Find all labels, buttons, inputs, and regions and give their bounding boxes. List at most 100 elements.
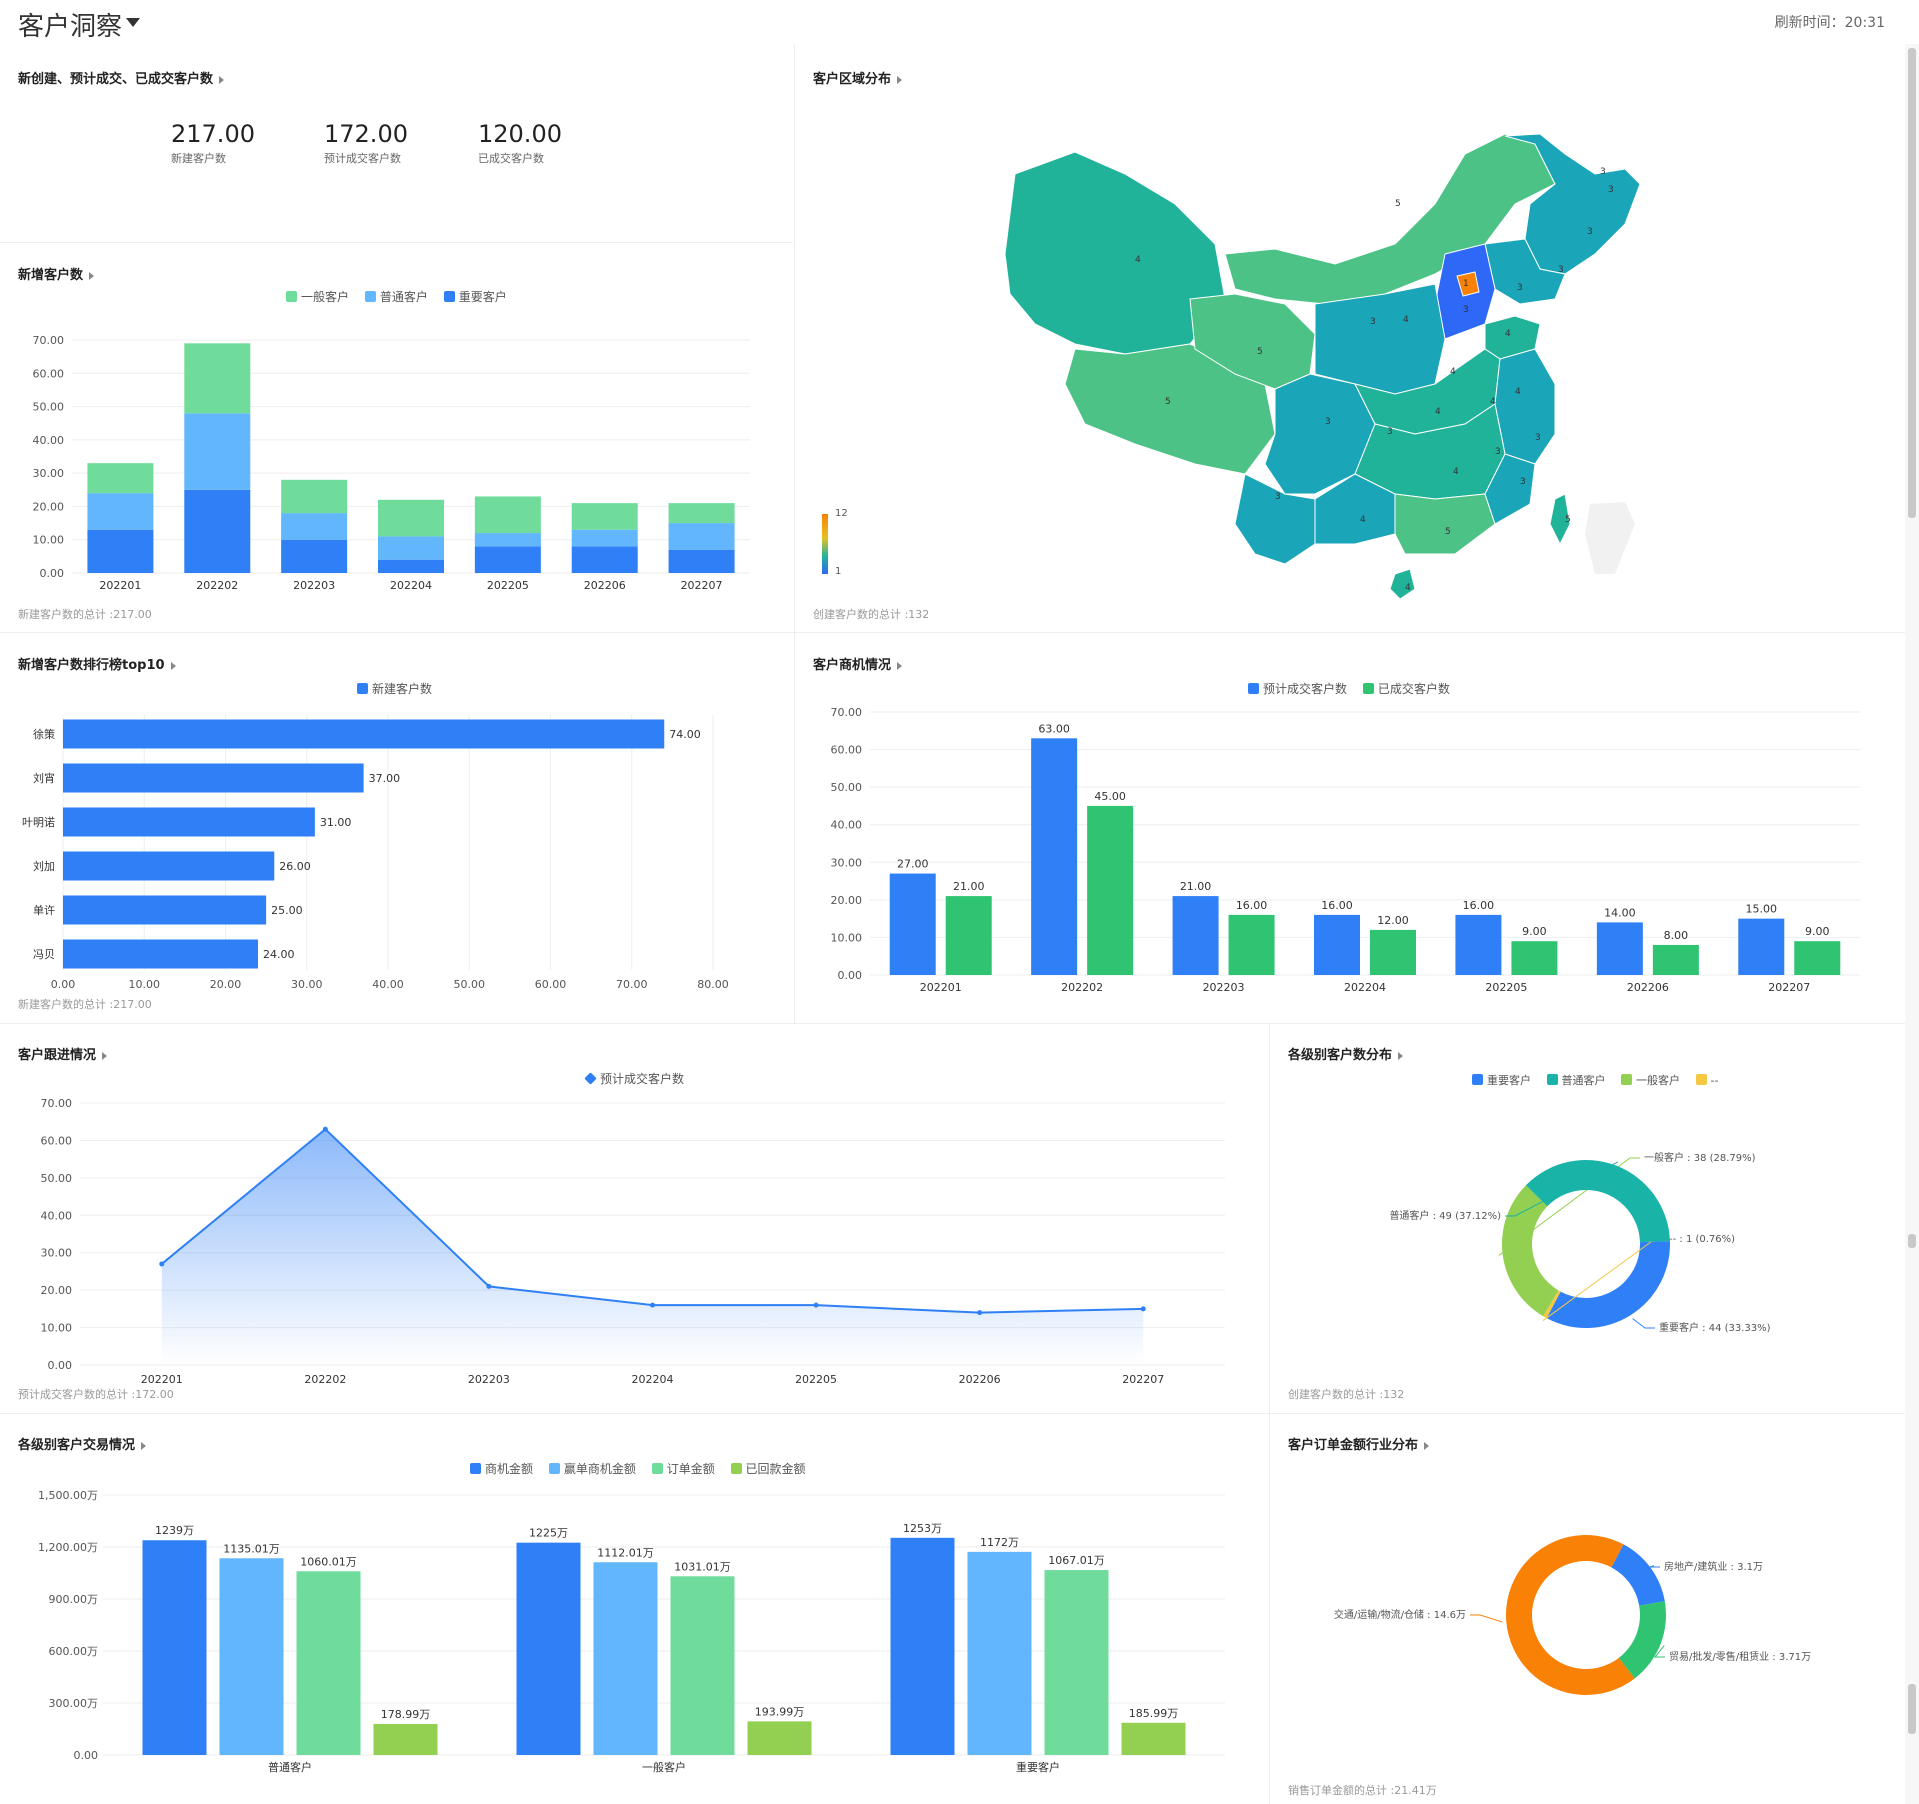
y-tick-label: 1,200.00万 [38,1541,98,1554]
bar-segment [474,496,541,534]
data-label: 16.00 [1463,899,1495,912]
map-label: 3 [1387,427,1393,437]
bar [516,1542,581,1755]
color-scale-bar[interactable] [822,514,828,574]
data-point [977,1310,983,1316]
legend-label: 一般客户 [1636,1074,1680,1087]
legend-item[interactable]: 新建客户数 [357,680,432,697]
caret-down-icon[interactable] [126,18,140,27]
donut-slice [1543,1290,1561,1319]
map-label: 5 [1257,347,1263,357]
map-region-liaoning[interactable] [1484,238,1566,305]
y-tick-label: 冯贝 [33,948,55,961]
legend-item[interactable]: -- [1695,1074,1718,1087]
map-label: 3 [1275,492,1281,502]
ranking-title[interactable]: 新增客户数排行榜top10 [18,654,176,673]
bar [296,1571,361,1755]
bar [63,851,275,881]
legend-item[interactable]: 普通客户 [1546,1072,1606,1088]
divider [0,242,793,243]
bar-segment [87,493,154,530]
kpi-label: 新建客户数 [171,152,226,165]
map-region-taiwan[interactable] [1549,493,1571,546]
level-dist-chart: 重要客户 : 44 (33.33%) -- : 1 (0.76%) 一般客户 : 3… [1389,1151,1770,1334]
x-tick-label: 202203 [1203,981,1245,994]
region-title[interactable]: 客户区域分布 [813,68,903,87]
y-tick-label: 20.00 [41,1284,73,1297]
slice-label: 一般客户 : 38 (28.79%) [1644,1151,1756,1164]
x-tick-label: 202206 [959,1373,1001,1386]
scrollbar-thumb[interactable] [1908,1234,1916,1248]
map-region-guangdong[interactable] [1394,493,1496,555]
map-region-sichuan[interactable] [1264,373,1376,495]
map-region-hainan[interactable] [1389,568,1416,600]
y-tick-label: 50.00 [33,401,65,414]
legend-item[interactable]: 赢单商机金额 [548,1460,636,1477]
legend-swatch [730,1463,742,1474]
legend-label: 赢单商机金额 [563,1462,636,1476]
industry-title[interactable]: 客户订单金额行业分布 [1288,1434,1430,1453]
data-label: 21.00 [953,880,985,893]
donut-slice [1618,1601,1666,1679]
page-scrollbar[interactable] [1905,44,1919,1804]
legend-item[interactable]: 一般客户 [286,288,349,305]
x-tick-label: 60.00 [535,978,567,991]
legend-label: 预计成交客户数 [1263,682,1348,696]
bar-segment [571,529,638,547]
scrollbar-thumb[interactable] [1908,48,1916,518]
map-region-tibet[interactable] [1064,343,1276,475]
kpi-panel-title[interactable]: 新创建、预计成交、已成交客户数 [18,68,225,87]
map-region-yunnan[interactable] [1234,473,1316,565]
x-tick-label: 202204 [632,1373,674,1386]
x-tick-label: 202201 [920,981,962,994]
legend-item[interactable]: 已成交客户数 [1362,680,1450,697]
legend-item[interactable]: 预计成交客户数 [1248,680,1347,697]
data-label: 26.00 [279,860,311,873]
legend-item[interactable]: 订单金额 [651,1460,715,1477]
opportunity-panel: 客户商机情况 预计成交客户数 已成交客户数 0.00 10.00 20.00 30.0… [795,640,1905,1022]
bar-segment [378,499,444,537]
chart-footer: 新建客户数的总计 :217.00 [18,998,152,1011]
map-label: 3 [1495,447,1501,457]
legend-item[interactable]: 重要客户 [1472,1072,1531,1088]
data-label: 14.00 [1604,906,1636,919]
x-tick-label: 202204 [390,579,432,592]
bar [945,896,992,975]
bar-segment [281,479,348,514]
followup-title[interactable]: 客户跟进情况 [18,1044,108,1063]
transaction-panel: 各级别客户交易情况 商机金额 赢单商机金额 订单金额 已回款金额 0.00 300… [0,1420,1268,1804]
new-customers-title[interactable]: 新增客户数 [18,264,95,283]
level-dist-title[interactable]: 各级别客户数分布 [1288,1044,1404,1063]
x-tick-label: 20.00 [210,978,242,991]
data-label: 16.00 [1321,899,1353,912]
map-label: 5 [1565,515,1571,525]
divider [0,1023,1905,1024]
bar [890,1537,955,1755]
transaction-title[interactable]: 各级别客户交易情况 [18,1434,147,1453]
map-region-fujian[interactable] [1484,453,1536,525]
legend-item[interactable]: 一般客户 [1621,1072,1680,1088]
data-label: 9.00 [1522,925,1547,938]
scrollbar-thumb[interactable] [1908,1684,1916,1734]
data-label: 1239万 [155,1524,194,1537]
opportunity-title[interactable]: 客户商机情况 [813,654,903,673]
legend-item[interactable]: 重要客户 [443,288,507,305]
chart-footer: 预计成交客户数的总计 :172.00 [18,1388,174,1401]
data-label: 31.00 [320,816,352,829]
map-region-beijing-core[interactable] [1456,271,1480,297]
bar [63,895,267,925]
bar-segment [668,549,735,573]
dashboard-title[interactable]: 客户洞察 [18,12,123,42]
map-region-northeast[interactable] [1504,133,1641,275]
legend-swatch [1695,1074,1707,1085]
legend-item[interactable]: 已回款金额 [730,1460,806,1477]
donut-slice [1546,1241,1670,1328]
map-label: 5 [1395,199,1401,209]
legend-item[interactable]: 普通客户 [364,288,428,305]
legend-item[interactable]: 商机金额 [470,1460,533,1477]
bar-segment [571,503,638,530]
bar [1121,1722,1186,1755]
data-label: 27.00 [897,858,929,871]
map-label: 3 [1535,433,1541,443]
legend-item[interactable]: 预计成交客户数 [584,1070,684,1087]
